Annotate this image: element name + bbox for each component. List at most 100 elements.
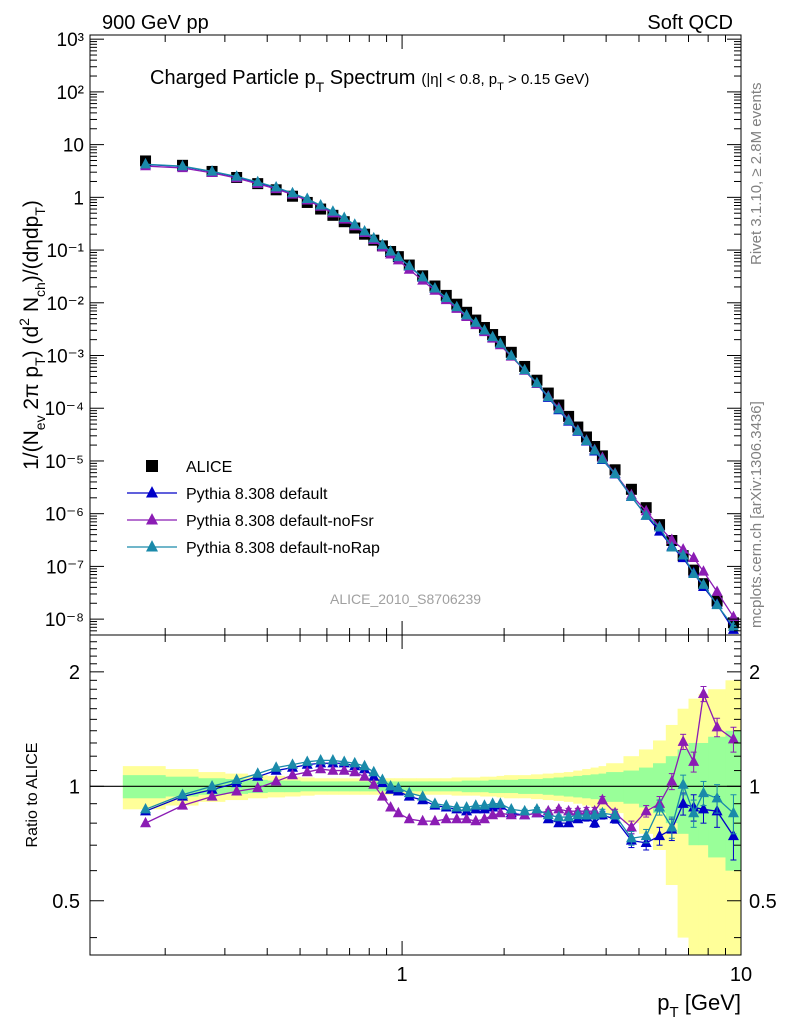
legend-entry: Pythia 8.308 default-noRap — [127, 540, 380, 557]
data-point — [429, 814, 441, 826]
data-point — [287, 186, 299, 198]
data-point — [711, 585, 723, 596]
data-point — [553, 802, 565, 814]
data-point — [140, 157, 152, 169]
data-point — [487, 330, 499, 342]
data-point — [654, 829, 666, 841]
legend-label: Pythia 8.308 default — [186, 486, 328, 503]
data-point — [478, 324, 490, 335]
data-point — [327, 754, 339, 765]
ratio-x-axis: 1 10 — [164, 635, 752, 986]
y-tick-label: 1 — [73, 188, 84, 209]
data-point — [349, 765, 361, 777]
data-point — [270, 180, 282, 192]
data-point — [140, 816, 152, 828]
data-point — [385, 779, 397, 791]
series-3 — [140, 157, 739, 631]
data-point — [368, 778, 380, 789]
y-label-part: ) (d — [20, 326, 43, 358]
data-point — [727, 732, 739, 744]
x-label-main: p — [657, 990, 669, 1015]
data-point — [417, 814, 429, 826]
data-point — [625, 490, 637, 501]
data-point — [563, 816, 575, 828]
y-tick-label: 10⁻³ — [47, 347, 85, 368]
data-point — [596, 793, 608, 805]
data-point — [553, 816, 565, 828]
data-point — [429, 282, 441, 293]
data-point — [478, 812, 490, 824]
data-point — [596, 806, 608, 818]
data-point — [231, 785, 243, 796]
data-point — [206, 779, 218, 791]
data-point — [349, 218, 361, 229]
ratio-series-2 — [140, 754, 739, 846]
data-point — [301, 755, 313, 766]
data-point — [494, 337, 506, 348]
data-point — [327, 764, 339, 775]
title-cut-b: > 0.15 GeV) — [504, 71, 589, 88]
data-point — [563, 414, 575, 425]
data-point — [392, 806, 404, 818]
data-point — [252, 175, 264, 187]
title-main-sub: T — [316, 79, 325, 95]
data-point — [677, 797, 689, 808]
data-point — [697, 802, 709, 814]
data-point — [572, 424, 584, 436]
y-tick-label: 10³ — [57, 30, 84, 51]
data-point — [301, 765, 313, 777]
data-point — [146, 486, 158, 498]
data-point — [711, 791, 723, 803]
y-label-part: ) — [20, 200, 43, 207]
main-y-axis: 10⁻⁸ 10⁻⁷ 10⁻⁶ 10⁻⁵ 10⁻⁴ 10⁻³ 10⁻² 10⁻¹ 1 10 10² 10… — [45, 30, 741, 636]
ratio-band-green — [606, 772, 624, 802]
data-point — [654, 521, 666, 532]
x-label-sub: T — [669, 1004, 678, 1021]
header-right: Soft QCD — [647, 12, 733, 34]
mcplots-label: mcplots.cern.ch [arXiv:1306.3436] — [748, 401, 765, 628]
data-point — [666, 533, 678, 544]
data-point — [403, 812, 415, 824]
y-tick-label: 10⁻⁴ — [45, 399, 84, 420]
y-label-part: T — [32, 357, 48, 366]
data-point — [392, 781, 404, 793]
data-point — [727, 610, 739, 622]
header-left: 900 GeV pp — [102, 12, 209, 34]
data-point — [666, 821, 678, 832]
y-tick-label: 10⁻⁵ — [45, 452, 84, 473]
title-main-tail: Spectrum — [324, 67, 415, 89]
data-point — [252, 781, 264, 793]
data-point — [403, 259, 415, 271]
x-label-tail: [GeV] — [679, 990, 741, 1015]
rivet-label: Rivet 3.1.10, ≥ 2.8M events — [748, 83, 765, 266]
data-point — [625, 821, 637, 832]
main-y-axis-label-text: 1/(Nev 2π pT) (d2 Nch)/(dηdpT) — [16, 200, 48, 470]
data-point — [487, 797, 499, 808]
legend-entry: ALICE — [146, 459, 232, 476]
data-point — [711, 720, 723, 732]
data-point — [376, 773, 388, 784]
data-point — [589, 816, 601, 828]
ratio-y-axis: 0.5 0.5 1 1 2 2 — [52, 641, 777, 939]
data-point — [572, 808, 584, 820]
main-panel: 10⁻⁸ 10⁻⁷ 10⁻⁶ 10⁻⁵ 10⁻⁴ 10⁻³ 10⁻² 10⁻¹ 1 10 10² 10… — [16, 30, 742, 636]
data-point — [688, 567, 700, 579]
data-point — [440, 812, 452, 824]
y-label-part: 2 — [16, 318, 32, 326]
data-point — [553, 810, 565, 822]
data-point — [542, 808, 554, 820]
data-point — [301, 192, 313, 204]
data-point — [315, 762, 327, 774]
legend-entry: Pythia 8.308 default — [127, 486, 328, 503]
data-point — [542, 390, 554, 402]
data-point — [177, 788, 189, 799]
data-point — [609, 808, 621, 820]
main-x-axis — [164, 35, 742, 635]
data-point — [519, 363, 531, 375]
data-point — [252, 767, 264, 778]
analysis-watermark: ALICE_2010_S8706239 — [330, 591, 481, 607]
data-point — [429, 797, 441, 808]
data-point — [385, 801, 397, 812]
ratio-y-tick-label-right: 2 — [749, 662, 760, 684]
